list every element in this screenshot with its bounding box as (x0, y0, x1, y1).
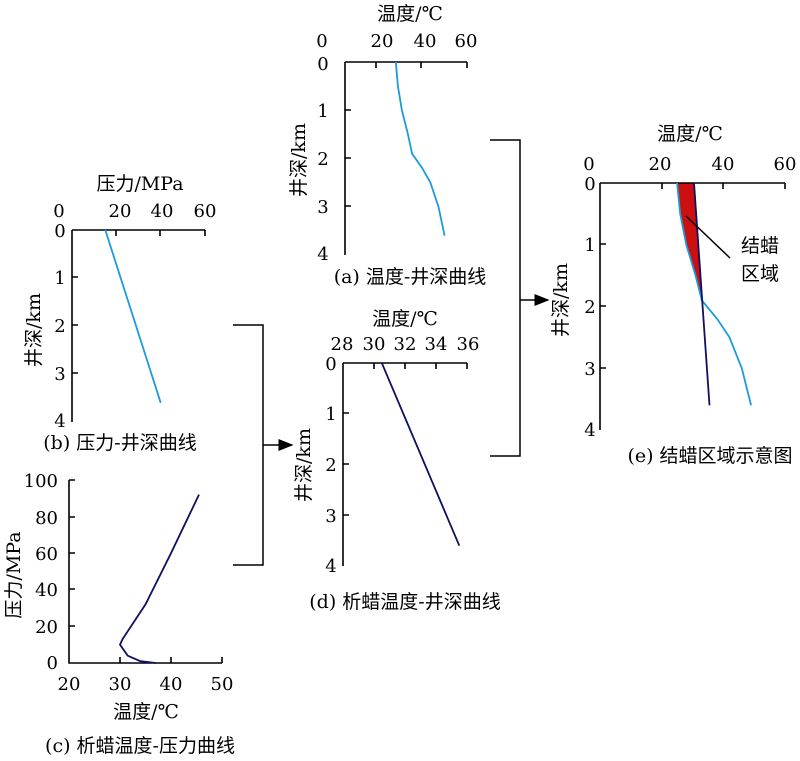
panel-a-ytick-3: 3 (317, 197, 328, 218)
panel-b: 压力/MPa 0 20 40 60 0 1 2 3 4 井深/km (b) 压力… (23, 173, 216, 454)
panel-b-xtick-40: 40 (151, 201, 174, 222)
panel-c-ytick-40: 40 (35, 580, 58, 601)
panel-b-ytick-2: 2 (54, 316, 65, 337)
panel-c-y-title: 压力/MPa (3, 531, 25, 618)
panel-c-xtick-30: 30 (109, 674, 132, 695)
panel-b-x-title: 压力/MPa (96, 173, 183, 195)
panel-e-xtick-60: 60 (774, 154, 797, 175)
panel-e-ytick-0: 0 (584, 174, 595, 195)
panel-a-ytick-0: 0 (317, 54, 328, 75)
panel-d-ytick-1: 1 (325, 404, 336, 425)
panel-e-xtick-40: 40 (712, 154, 735, 175)
panel-c-xtick-40: 40 (160, 674, 183, 695)
panel-c-xtick-20: 20 (58, 674, 81, 695)
panel-a-x-title: 温度/℃ (377, 3, 443, 25)
panel-e-annotation-leader (685, 215, 731, 259)
panel-c-wax-pressure-curve (118, 494, 200, 664)
panel-d-ytick-3: 3 (325, 506, 336, 527)
panel-d-xtick-32: 32 (394, 334, 417, 355)
panel-b-caption: (b) 压力-井深曲线 (43, 432, 196, 454)
panel-b-xtick-60: 60 (194, 201, 217, 222)
panel-d-ytick-0: 0 (325, 354, 336, 375)
panel-e-xtick-0: 0 (583, 154, 594, 175)
panel-d-y-title: 井深/km (293, 428, 315, 502)
panel-d-xtick-28: 28 (331, 334, 354, 355)
panel-c-ytick-20: 20 (35, 617, 58, 638)
panel-b-ytick-3: 3 (54, 364, 65, 385)
panel-d-x-title: 温度/℃ (372, 308, 438, 330)
bracket-arrow-a-d-to-e (490, 139, 548, 457)
panel-a-ytick-4: 4 (317, 244, 328, 265)
panel-e-caption: (e) 结蜡区域示意图 (627, 445, 792, 467)
panel-c-ytick-0: 0 (47, 653, 58, 674)
panel-d: 温度/℃ 28 30 32 34 36 0 1 2 3 4 井深/km (d) … (293, 308, 501, 613)
panel-a-y-title: 井深/km (288, 123, 310, 197)
panel-e-ytick-3: 3 (584, 359, 595, 380)
panel-c-axes (68, 479, 223, 664)
panel-b-ytick-4: 4 (54, 411, 65, 432)
panel-c-x-title: 温度/℃ (113, 701, 179, 723)
panel-e-x-title: 温度/℃ (657, 123, 723, 145)
panel-e-annotation-line2: 区域 (741, 263, 779, 285)
panel-a-xtick-40: 40 (414, 31, 437, 52)
panel-c-caption: (c) 析蜡温度-压力曲线 (45, 735, 235, 757)
panel-a-caption: (a) 温度-井深曲线 (334, 266, 487, 288)
panel-b-xtick-20: 20 (109, 201, 132, 222)
panel-e-wax-curve (693, 182, 711, 406)
panel-d-xtick-30: 30 (363, 334, 386, 355)
panel-b-ytick-1: 1 (54, 268, 65, 289)
panel-a-axes (344, 61, 468, 255)
panel-a: 温度/℃ 0 20 40 60 0 1 2 3 4 井深/km (a) 温度-井… (288, 3, 486, 288)
panel-d-ytick-2: 2 (325, 455, 336, 476)
panel-d-ytick-4: 4 (325, 556, 336, 577)
panel-e-annotation-line1: 结蜡 (741, 235, 779, 257)
panel-c-ytick-100: 100 (24, 471, 58, 492)
panel-b-pressure-curve (104, 229, 162, 404)
panel-c-ytick-60: 60 (35, 544, 58, 565)
panel-e-ytick-2: 2 (584, 297, 595, 318)
panel-d-xtick-34: 34 (425, 334, 448, 355)
panel-e-ytick-4: 4 (584, 420, 595, 441)
bracket-arrow-b-c-to-d (233, 324, 292, 566)
panel-e-xtick-20: 20 (649, 154, 672, 175)
panel-d-caption: (d) 析蜡温度-井深曲线 (309, 591, 500, 613)
panel-b-xtick-0: 0 (53, 201, 64, 222)
panel-e-axes (599, 182, 786, 430)
panel-b-axes (71, 229, 206, 422)
panel-c: 100 80 60 40 20 0 20 30 40 50 压力/MPa 温度/… (3, 471, 235, 757)
panel-d-axes (342, 362, 468, 566)
panel-a-temperature-curve (394, 61, 446, 236)
panel-d-xtick-36: 36 (457, 334, 480, 355)
panel-a-xtick-60: 60 (455, 31, 478, 52)
panel-b-ytick-0: 0 (54, 221, 65, 242)
panel-e-y-title: 井深/km (550, 263, 572, 337)
panel-a-xtick-20: 20 (371, 31, 394, 52)
panel-a-ytick-1: 1 (317, 101, 328, 122)
panel-a-xtick-0: 0 (316, 31, 327, 52)
panel-d-wax-depth-curve (380, 362, 461, 547)
panel-a-ytick-2: 2 (317, 149, 328, 170)
panel-b-y-title: 井深/km (23, 293, 45, 367)
panel-c-ytick-80: 80 (35, 508, 58, 529)
panel-c-xtick-50: 50 (211, 674, 234, 695)
panel-e-ytick-1: 1 (584, 235, 595, 256)
panel-e: 温度/℃ 0 20 40 60 0 1 2 3 4 井深/km 结蜡 区域 (e… (550, 123, 796, 467)
